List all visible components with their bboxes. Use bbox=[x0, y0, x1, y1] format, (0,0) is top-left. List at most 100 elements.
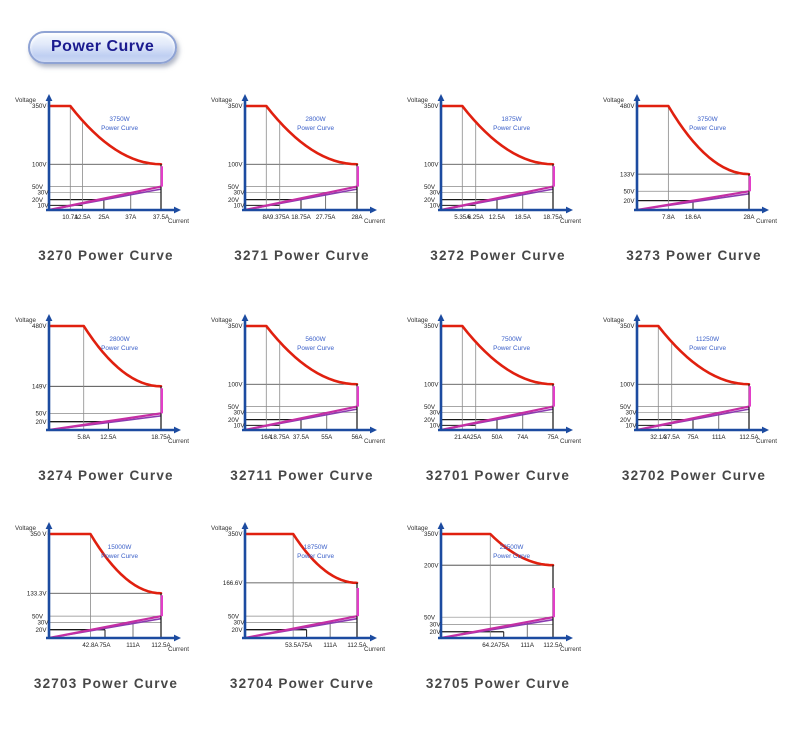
svg-text:50V: 50V bbox=[32, 184, 44, 191]
svg-text:74A: 74A bbox=[517, 434, 529, 441]
svg-text:480V: 480V bbox=[620, 103, 635, 110]
svg-text:18.75A: 18.75A bbox=[270, 434, 290, 441]
svg-text:50V: 50V bbox=[623, 188, 635, 195]
svg-text:30V: 30V bbox=[625, 410, 637, 417]
svg-text:9.375A: 9.375A bbox=[270, 214, 290, 221]
svg-text:100V: 100V bbox=[228, 161, 243, 168]
chart-title-3270: 3270 Power Curve bbox=[38, 248, 174, 263]
svg-text:22500W: 22500W bbox=[500, 544, 525, 551]
svg-text:112.5A: 112.5A bbox=[347, 642, 367, 649]
svg-text:100V: 100V bbox=[424, 161, 439, 168]
svg-text:3750W: 3750W bbox=[697, 116, 718, 123]
svg-text:111A: 111A bbox=[520, 642, 534, 649]
svg-text:12.5A: 12.5A bbox=[489, 214, 506, 221]
svg-text:10.7A: 10.7A bbox=[62, 214, 79, 221]
svg-text:8A: 8A bbox=[262, 214, 270, 221]
svg-text:10V: 10V bbox=[625, 423, 637, 430]
svg-text:Power Curve: Power Curve bbox=[297, 553, 334, 560]
svg-text:Voltage: Voltage bbox=[407, 317, 429, 324]
chart-cell-32704: Voltage Current 350V 166.6V 50V 30V 20V 53.5A 75… bbox=[204, 520, 400, 691]
svg-text:Voltage: Voltage bbox=[407, 97, 429, 104]
svg-text:166.6V: 166.6V bbox=[223, 580, 243, 587]
chart-cell-3270: Voltage Current 350V 100V 50V 30V 20V 10V 10.7A 1… bbox=[8, 92, 204, 263]
svg-text:50V: 50V bbox=[424, 614, 436, 621]
svg-text:350V: 350V bbox=[424, 323, 439, 330]
svg-text:Power Curve: Power Curve bbox=[101, 125, 138, 132]
svg-text:30V: 30V bbox=[429, 410, 441, 417]
svg-text:21.4A: 21.4A bbox=[454, 434, 471, 441]
svg-text:112.5A: 112.5A bbox=[739, 434, 759, 441]
charts-row-1: Voltage Current 350V 100V 50V 30V 20V 10V 10.7A 1… bbox=[8, 92, 792, 263]
chart-title-32711: 32711 Power Curve bbox=[230, 468, 374, 483]
svg-text:133.3V: 133.3V bbox=[27, 590, 47, 597]
svg-text:75A: 75A bbox=[687, 434, 699, 441]
chart-title-3274: 3274 Power Curve bbox=[38, 468, 174, 483]
svg-text:Voltage: Voltage bbox=[407, 525, 429, 532]
svg-text:53.5A: 53.5A bbox=[285, 642, 302, 649]
svg-text:200V: 200V bbox=[424, 562, 439, 569]
svg-text:18.5A: 18.5A bbox=[515, 214, 532, 221]
svg-text:11250W: 11250W bbox=[696, 336, 720, 343]
svg-text:42.8A: 42.8A bbox=[82, 642, 99, 649]
power-curve-plot-3273: Voltage Current 480V 133V 50V 20V 7.8A 18.6A 28A… bbox=[603, 94, 777, 225]
svg-text:18.75A: 18.75A bbox=[291, 214, 311, 221]
svg-text:Power Curve: Power Curve bbox=[493, 125, 530, 132]
svg-text:20V: 20V bbox=[228, 197, 240, 204]
svg-text:25A: 25A bbox=[98, 214, 110, 221]
svg-text:30V: 30V bbox=[429, 622, 441, 629]
svg-text:Power Curve: Power Curve bbox=[493, 345, 530, 352]
svg-text:2800W: 2800W bbox=[109, 336, 130, 343]
svg-text:20V: 20V bbox=[35, 627, 47, 634]
svg-text:Voltage: Voltage bbox=[211, 97, 233, 104]
svg-text:30V: 30V bbox=[429, 190, 441, 197]
chart-cell-32703: Voltage Current 350 V 133.3V 50V 30V 20V 42.8A 7… bbox=[8, 520, 204, 691]
page-title: Power Curve bbox=[28, 31, 178, 64]
chart-title-32705: 32705 Power Curve bbox=[425, 676, 571, 691]
svg-text:30V: 30V bbox=[233, 190, 245, 197]
svg-text:112.5A: 112.5A bbox=[151, 642, 171, 649]
svg-text:32.1A: 32.1A bbox=[650, 434, 667, 441]
svg-text:350V: 350V bbox=[620, 323, 635, 330]
svg-text:Voltage: Voltage bbox=[211, 525, 233, 532]
svg-text:18.6A: 18.6A bbox=[685, 214, 702, 221]
chart-title-3273: 3273 Power Curve bbox=[626, 248, 762, 263]
svg-text:37.5A: 37.5A bbox=[153, 214, 170, 221]
svg-text:10V: 10V bbox=[37, 203, 49, 210]
chart-cell-32702: Voltage Current 350V 100V 50V 30V 20V 10V 32.1A 3… bbox=[596, 312, 792, 483]
svg-text:2800W: 2800W bbox=[305, 116, 326, 123]
svg-text:75A: 75A bbox=[301, 642, 313, 649]
svg-text:20V: 20V bbox=[424, 417, 436, 424]
svg-text:Current: Current bbox=[364, 218, 385, 225]
svg-text:Power Curve: Power Curve bbox=[493, 553, 530, 560]
svg-text:Current: Current bbox=[364, 646, 385, 653]
svg-text:16A: 16A bbox=[261, 434, 273, 441]
svg-text:Power Curve: Power Curve bbox=[101, 553, 138, 560]
svg-text:20V: 20V bbox=[623, 198, 635, 205]
svg-text:30V: 30V bbox=[233, 410, 245, 417]
svg-text:20V: 20V bbox=[35, 419, 47, 426]
svg-text:20V: 20V bbox=[32, 197, 44, 204]
svg-text:350V: 350V bbox=[32, 103, 47, 110]
svg-text:Power Curve: Power Curve bbox=[297, 345, 334, 352]
svg-text:18750W: 18750W bbox=[304, 544, 329, 551]
svg-text:Power Curve: Power Curve bbox=[101, 345, 138, 352]
svg-text:1875W: 1875W bbox=[501, 116, 522, 123]
svg-text:100V: 100V bbox=[424, 381, 439, 388]
svg-text:20V: 20V bbox=[429, 629, 441, 636]
svg-text:Voltage: Voltage bbox=[15, 317, 37, 324]
svg-text:18.75A: 18.75A bbox=[543, 214, 563, 221]
svg-text:133V: 133V bbox=[620, 171, 635, 178]
chart-cell-32711: Voltage Current 350V 100V 50V 30V 20V 10V 16A 18.… bbox=[204, 312, 400, 483]
svg-text:50V: 50V bbox=[228, 404, 240, 411]
svg-text:Voltage: Voltage bbox=[603, 97, 625, 104]
charts-row-3: Voltage Current 350 V 133.3V 50V 30V 20V 42.8A 7… bbox=[8, 520, 596, 691]
svg-text:50V: 50V bbox=[424, 184, 436, 191]
svg-text:111A: 111A bbox=[126, 642, 140, 649]
svg-text:75A: 75A bbox=[498, 642, 510, 649]
svg-text:6.25A: 6.25A bbox=[468, 214, 485, 221]
svg-text:28A: 28A bbox=[351, 214, 363, 221]
